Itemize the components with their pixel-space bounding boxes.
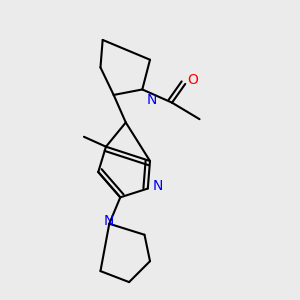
Text: O: O <box>188 73 198 87</box>
Text: N: N <box>147 93 157 107</box>
Text: N: N <box>152 179 163 193</box>
Text: N: N <box>104 214 115 228</box>
